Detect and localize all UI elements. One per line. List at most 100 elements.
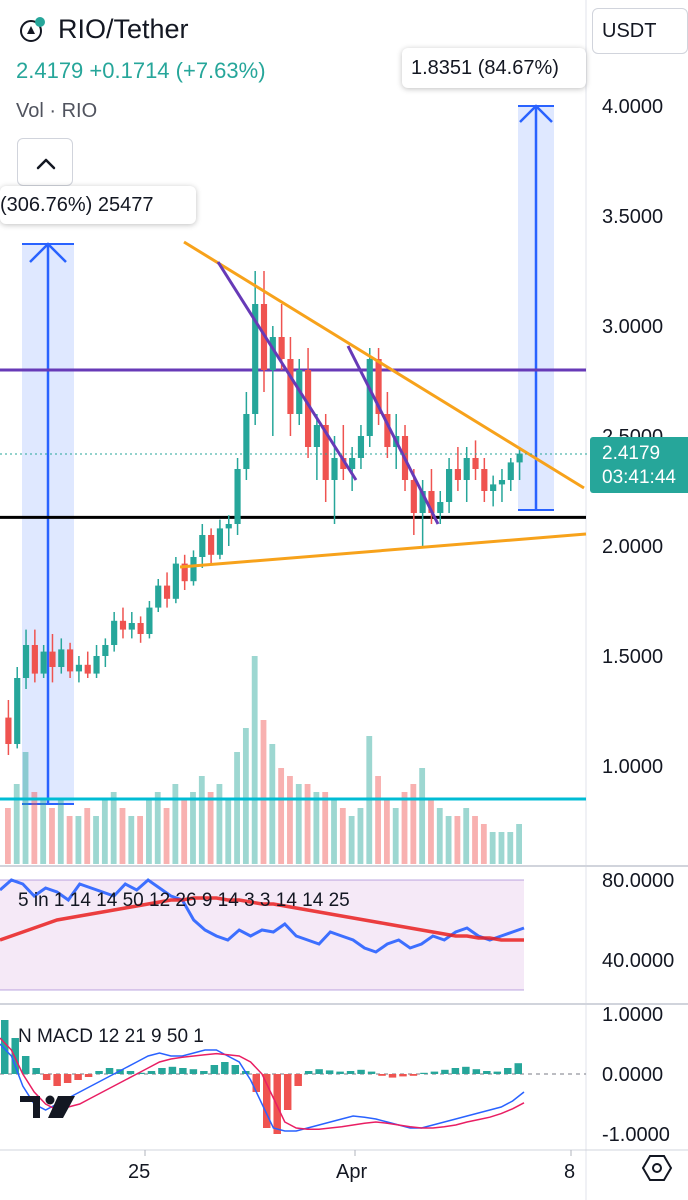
candle-body [516,453,523,463]
candle-body [163,585,171,599]
volume-bar [163,808,170,864]
macd-axis-tick-label: -1.0000 [602,1124,670,1146]
volume-bar [40,800,47,864]
time-axis-tick-label: 25 [128,1161,150,1183]
right-measure-arrowhead [519,104,553,123]
macd-histogram-bar [315,1069,323,1074]
oscillator-fast-line [0,878,525,954]
macd-histogram-bar [53,1074,61,1086]
candle-body [349,458,356,469]
price-axis-tick-label: 3.0000 [602,316,663,338]
volume-bar [242,728,249,864]
macd-histogram-bar [11,1038,19,1074]
volume-bar [392,808,399,864]
volume-bar [436,808,443,864]
right-measure-label: 1.8351 (84.67%) [411,57,559,79]
candle-body [40,651,47,674]
purple-trendline [216,261,358,481]
volume-bar [322,792,329,864]
macd-histogram-bar [325,1070,334,1074]
oscillator-band [0,880,524,990]
candle-body [384,414,391,447]
macd-histogram-bar [63,1074,72,1083]
currency-button[interactable]: USDT [592,8,688,54]
macd-histogram-bar [252,1074,260,1092]
macd-histogram-bar [430,1071,439,1074]
collapse-legend-button[interactable] [17,138,73,186]
candle-body [437,502,444,513]
candle-body [340,458,347,469]
macd-histogram-bar [189,1069,198,1074]
macd-histogram-bar [179,1068,187,1074]
candle-body [357,436,365,458]
candle-body [446,469,453,502]
price-axis-tick-label: 1.0000 [602,756,663,778]
candle-body [454,469,461,480]
volume-bar [31,792,38,864]
candle-body [463,458,470,480]
macd-histogram-bar [504,1068,512,1074]
coin-logo-icon [16,16,46,46]
oscillator-axis-tick-label: 80.0000 [602,870,674,892]
volume-bar [128,816,135,864]
macd-histogram-bar [263,1074,271,1128]
volume-bar [295,784,302,864]
candle-body [269,337,276,370]
triangle-lower-trendline [179,532,587,569]
volume-bar [49,808,55,864]
candle-body [31,645,38,674]
candle-body [172,563,179,599]
candle-body [243,414,250,469]
volume-bar [75,816,82,864]
macd-histogram-bar [137,1072,145,1074]
macd-histogram-bar [42,1074,51,1080]
volume-bar [110,792,117,864]
candle-body [225,524,232,529]
candle-body [216,528,224,555]
candle-body [507,462,514,480]
time-axis-tick-label: 8 [564,1161,575,1183]
left-measure-label: (306.76%) 25477 [0,194,154,216]
candle-body [84,664,91,674]
volume-bar [146,800,152,864]
candle-body [119,620,127,630]
price-axis-tick-label: 3.5000 [602,206,663,228]
candle-body [419,491,426,513]
volume-bar [216,784,223,864]
volume-bar [93,816,99,864]
candle-body [111,620,118,645]
tradingview-logo-part [20,1096,40,1118]
volume-bar [480,824,487,864]
chart-settings-icon[interactable] [641,1155,673,1181]
macd-histogram-bar [367,1071,376,1074]
candle-body [208,535,215,555]
volume-bar [137,816,144,864]
macd-histogram-bar [210,1065,219,1074]
candle-body [252,304,259,414]
oscillator-slow-line [0,896,524,942]
volume-bar [269,744,276,864]
candle-body [128,623,135,630]
volume-bar [498,832,505,864]
volume-bar [13,784,20,864]
candle-body [481,469,488,491]
purple-trendline [346,345,440,525]
macd-histogram-bar [95,1071,103,1074]
volume-bar [357,808,364,864]
macd-histogram-bar [158,1068,166,1074]
candle-body [93,656,100,674]
price-axis-tick-label: 2.0000 [602,536,663,558]
macd-histogram-bar [32,1068,40,1074]
macd-histogram-bar [74,1074,82,1080]
candle-body [58,649,65,667]
volume-bar [463,808,470,864]
tradingview-logo-part [48,1096,75,1118]
candle-body [428,491,435,513]
volume-indicator-label: Vol · RIO [16,100,98,122]
macd-histogram-bar [441,1069,449,1074]
volume-bar [375,776,381,864]
candle-body [199,535,206,557]
tradingview-logo-icon [20,1095,75,1118]
volume-bar [454,816,461,864]
